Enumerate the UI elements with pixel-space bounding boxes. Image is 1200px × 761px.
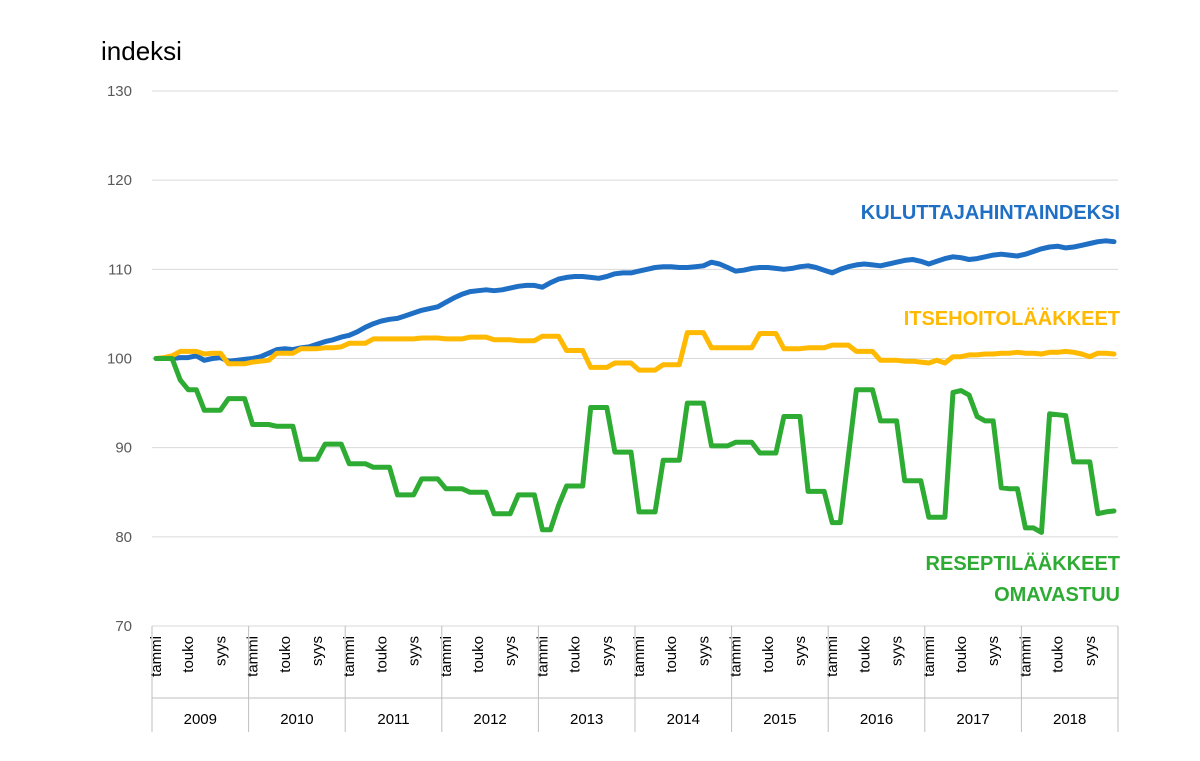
series-label: RESEPTILÄÄKKEET (926, 552, 1120, 575)
y-tick-label: 110 (108, 261, 132, 278)
month-label: tammi (921, 636, 938, 677)
year-label: 2017 (956, 711, 989, 728)
month-label: touko (760, 636, 777, 673)
month-label: tammi (438, 636, 455, 677)
series-label: OMAVASTUU (994, 584, 1120, 606)
month-label: syys (792, 636, 809, 666)
month-label: tammi (245, 636, 262, 677)
month-label: touko (567, 636, 584, 673)
month-label: touko (1050, 636, 1067, 673)
month-label: syys (212, 636, 229, 666)
y-tick-label: 80 (115, 529, 132, 546)
month-label: syys (599, 636, 616, 666)
grid (152, 90, 1118, 627)
series-label: KULUTTAJAHINTAINDEKSI (861, 202, 1120, 224)
month-label: syys (309, 636, 326, 666)
series-line-3 (153, 356, 1117, 535)
year-label: 2016 (860, 711, 893, 728)
month-label: touko (470, 636, 487, 673)
y-axis-ticks: 70 80 90 100 110 120 130 (107, 83, 132, 635)
series-line-2 (153, 330, 1117, 373)
year-label: 2009 (184, 711, 217, 728)
month-label: syys (502, 636, 519, 666)
month-label: tammi (824, 636, 841, 677)
month-label: tammi (534, 636, 551, 677)
month-label: tammi (341, 636, 358, 677)
month-label: syys (1082, 636, 1099, 666)
month-label: syys (695, 636, 712, 666)
y-axis-title: indeksi (101, 36, 182, 66)
y-tick-label: 130 (107, 83, 132, 100)
x-axis: tammi touko syys 2009 tammi touko syys 2010 tamm… (148, 626, 1119, 732)
month-label: tammi (728, 636, 745, 677)
month-label: tammi (1017, 636, 1034, 677)
month-label: touko (856, 636, 873, 673)
month-label: syys (889, 636, 906, 666)
series-line-1 (153, 238, 1117, 364)
year-label: 2015 (763, 711, 796, 728)
year-label: 2013 (570, 711, 603, 728)
month-label: syys (406, 636, 423, 666)
year-label: 2014 (667, 711, 700, 728)
month-label: tammi (148, 636, 165, 677)
month-label: touko (953, 636, 970, 673)
month-label: touko (277, 636, 294, 673)
y-tick-label: 70 (115, 618, 132, 635)
series-lines (153, 238, 1117, 535)
series-labels: KULUTTAJAHINTAINDEKSI ITSEHOITOLÄÄKKEET RE… (861, 202, 1120, 606)
month-label: tammi (631, 636, 648, 677)
year-label: 2011 (377, 711, 409, 728)
y-tick-label: 100 (107, 351, 132, 368)
month-label: touko (180, 636, 197, 673)
y-tick-label: 120 (107, 172, 132, 189)
month-label: syys (985, 636, 1002, 666)
month-label: touko (663, 636, 680, 673)
year-label: 2012 (473, 711, 506, 728)
month-label: touko (373, 636, 390, 673)
y-tick-label: 90 (115, 440, 132, 457)
year-label: 2018 (1053, 711, 1086, 728)
year-label: 2010 (280, 711, 313, 728)
series-label: ITSEHOITOLÄÄKKEET (904, 307, 1120, 330)
